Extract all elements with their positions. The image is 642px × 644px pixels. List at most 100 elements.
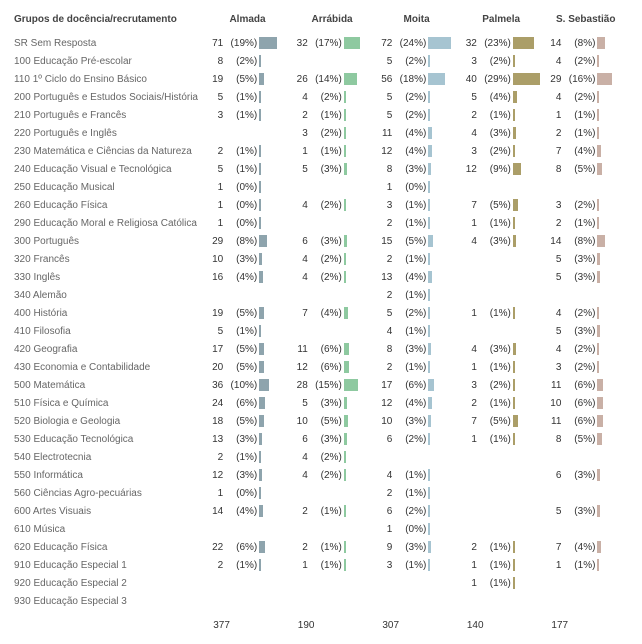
value-percent: (2%) bbox=[308, 272, 344, 283]
bar-track bbox=[428, 127, 459, 139]
value-percent: (2%) bbox=[308, 452, 344, 463]
data-cell bbox=[459, 502, 544, 520]
value-count: 6 bbox=[374, 434, 392, 445]
bar-track bbox=[428, 271, 459, 283]
row-label: 510 Física e Química bbox=[14, 394, 205, 412]
value-percent: (2%) bbox=[392, 92, 428, 103]
value-count: 1 bbox=[374, 182, 392, 193]
bar-track bbox=[513, 577, 544, 589]
data-cell bbox=[543, 178, 628, 196]
bar-fill bbox=[344, 127, 346, 139]
value-percent: (3%) bbox=[561, 326, 597, 337]
data-cell: 5(2%) bbox=[374, 52, 459, 70]
bar-fill bbox=[259, 109, 261, 121]
table-row: 420 Geografia17(5%)11(6%)8(3%)4(3%)4(2%) bbox=[14, 340, 628, 358]
value-count: 1 bbox=[205, 182, 223, 193]
bar-track bbox=[428, 343, 459, 355]
data-cell: 13(4%) bbox=[374, 268, 459, 286]
value-percent: (5%) bbox=[561, 434, 597, 445]
data-cell: 16(4%) bbox=[205, 268, 290, 286]
value-percent: (6%) bbox=[308, 362, 344, 373]
data-cell: 3(1%) bbox=[205, 106, 290, 124]
bar-fill bbox=[259, 253, 262, 265]
data-cell: 1(1%) bbox=[459, 556, 544, 574]
value-percent: (2%) bbox=[308, 200, 344, 211]
bar-fill bbox=[344, 433, 347, 445]
bar-track bbox=[428, 361, 459, 373]
value-count: 1 bbox=[205, 488, 223, 499]
value-count: 4 bbox=[290, 254, 308, 265]
value-count: 10 bbox=[543, 398, 561, 409]
value-percent: (6%) bbox=[392, 380, 428, 391]
data-cell: 5(2%) bbox=[374, 304, 459, 322]
value-percent: (4%) bbox=[308, 308, 344, 319]
bar-fill bbox=[513, 361, 515, 373]
value-count: 1 bbox=[459, 218, 477, 229]
bar-fill bbox=[344, 271, 346, 283]
row-label: 920 Educação Especial 2 bbox=[14, 574, 205, 592]
data-cell: 7(4%) bbox=[543, 538, 628, 556]
data-cell: 26(14%) bbox=[290, 70, 375, 88]
value-percent: (19%) bbox=[223, 38, 259, 49]
row-label: 930 Educação Especial 3 bbox=[14, 592, 205, 610]
value-percent: (3%) bbox=[561, 506, 597, 517]
bar-fill bbox=[259, 181, 261, 193]
data-cell: 29(8%) bbox=[205, 232, 290, 250]
data-cell: 3(2%) bbox=[543, 358, 628, 376]
value-percent: (1%) bbox=[477, 362, 513, 373]
value-count: 7 bbox=[459, 416, 477, 427]
data-cell bbox=[459, 286, 544, 304]
total-value: 177 bbox=[543, 620, 568, 631]
data-cell: 5(2%) bbox=[374, 106, 459, 124]
value-count: 2 bbox=[205, 452, 223, 463]
value-percent: (5%) bbox=[477, 200, 513, 211]
bar-track bbox=[259, 559, 290, 571]
bar-track bbox=[428, 37, 459, 49]
value-percent: (2%) bbox=[477, 146, 513, 157]
value-percent: (1%) bbox=[223, 92, 259, 103]
data-cell: 2(1%) bbox=[290, 106, 375, 124]
data-cell: 1(0%) bbox=[205, 196, 290, 214]
data-cell: 4(2%) bbox=[290, 88, 375, 106]
value-count: 5 bbox=[205, 164, 223, 175]
data-cell bbox=[205, 286, 290, 304]
value-count: 3 bbox=[459, 146, 477, 157]
data-cell: 5(1%) bbox=[205, 160, 290, 178]
value-count: 5 bbox=[459, 92, 477, 103]
row-label: 910 Educação Especial 1 bbox=[14, 556, 205, 574]
value-count: 2 bbox=[290, 506, 308, 517]
value-count: 11 bbox=[374, 128, 392, 139]
value-count: 14 bbox=[543, 38, 561, 49]
bar-track bbox=[513, 397, 544, 409]
value-percent: (3%) bbox=[308, 236, 344, 247]
bar-track bbox=[597, 325, 628, 337]
bar-track bbox=[259, 109, 290, 121]
table-row: 110 1º Ciclo do Ensino Básico19(5%)26(14… bbox=[14, 70, 628, 88]
bar-track bbox=[597, 145, 628, 157]
data-cell: 2(1%) bbox=[374, 214, 459, 232]
data-cell: 3(2%) bbox=[543, 196, 628, 214]
bar-track bbox=[513, 127, 544, 139]
value-count: 4 bbox=[459, 344, 477, 355]
data-cell: 6(3%) bbox=[290, 430, 375, 448]
bar-track bbox=[513, 217, 544, 229]
value-percent: (1%) bbox=[223, 146, 259, 157]
bar-fill bbox=[428, 397, 432, 409]
data-cell: 4(2%) bbox=[543, 304, 628, 322]
value-count: 1 bbox=[543, 560, 561, 571]
bar-fill bbox=[344, 235, 347, 247]
bar-fill bbox=[259, 379, 268, 391]
bar-track bbox=[597, 73, 628, 85]
data-cell: 10(6%) bbox=[543, 394, 628, 412]
bar-fill bbox=[597, 433, 602, 445]
table-row: 560 Ciências Agro-pecuárias1(0%)2(1%) bbox=[14, 484, 628, 502]
bar-track bbox=[428, 541, 459, 553]
value-percent: (4%) bbox=[392, 272, 428, 283]
data-cell: 4(2%) bbox=[543, 52, 628, 70]
bar-track bbox=[428, 253, 459, 265]
value-percent: (3%) bbox=[477, 128, 513, 139]
bar-fill bbox=[597, 361, 599, 373]
data-cell: 17(6%) bbox=[374, 376, 459, 394]
bar-fill bbox=[428, 181, 430, 193]
bar-track bbox=[428, 55, 459, 67]
